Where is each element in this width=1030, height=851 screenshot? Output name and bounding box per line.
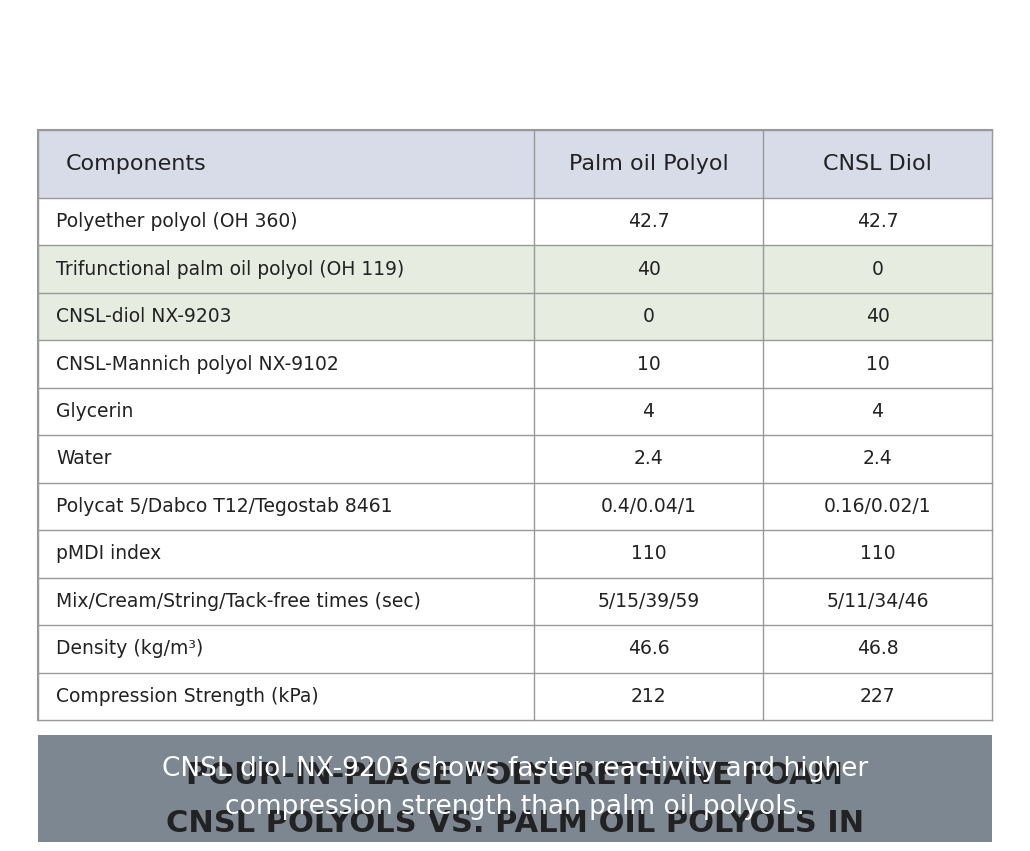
Text: Density (kg/m³): Density (kg/m³) [56,639,203,659]
Text: pMDI index: pMDI index [56,545,162,563]
Text: 46.6: 46.6 [627,639,670,659]
Text: Polycat 5/Dabco T12/Tegostab 8461: Polycat 5/Dabco T12/Tegostab 8461 [56,497,392,516]
Text: POUR-IN-PLACE POLYURETHANE FOAM: POUR-IN-PLACE POLYURETHANE FOAM [186,761,844,790]
Text: 40: 40 [865,307,890,326]
Text: 110: 110 [860,545,895,563]
Bar [38,130,992,198]
Bar [38,672,992,720]
Text: CNSL Diol: CNSL Diol [823,154,932,174]
Bar [38,578,992,625]
Text: 4: 4 [871,402,884,421]
Text: Trifunctional palm oil polyol (OH 119): Trifunctional palm oil polyol (OH 119) [56,260,404,278]
Text: CNSL diol NX-9203 shows faster reactivity and higher
compression strength than p: CNSL diol NX-9203 shows faster reactivit… [162,757,868,820]
Text: Palm oil Polyol: Palm oil Polyol [569,154,728,174]
Text: 2.4: 2.4 [633,449,663,469]
Bar [38,530,992,578]
Text: 2.4: 2.4 [863,449,892,469]
Text: CNSL-diol NX-9203: CNSL-diol NX-9203 [56,307,232,326]
Text: Components: Components [66,154,207,174]
Text: Compression Strength (kPa): Compression Strength (kPa) [56,687,318,705]
Text: 110: 110 [630,545,666,563]
Text: 0.16/0.02/1: 0.16/0.02/1 [824,497,931,516]
Text: 5/15/39/59: 5/15/39/59 [597,591,699,611]
Text: Glycerin: Glycerin [56,402,133,421]
Text: 42.7: 42.7 [857,212,898,231]
Bar [38,198,992,245]
Text: 46.8: 46.8 [857,639,898,659]
Text: 227: 227 [860,687,895,705]
Text: 4: 4 [643,402,654,421]
Bar [38,130,992,720]
Bar [38,245,992,293]
Text: Mix/Cream/String/Tack-free times (sec): Mix/Cream/String/Tack-free times (sec) [56,591,421,611]
Bar [38,435,992,483]
Text: 0: 0 [871,260,884,278]
Bar [38,340,992,388]
Text: 10: 10 [637,355,660,374]
Text: 42.7: 42.7 [627,212,670,231]
Text: CNSL POLYOLS VS. PALM OIL POLYOLS IN: CNSL POLYOLS VS. PALM OIL POLYOLS IN [166,809,864,838]
Text: 0.4/0.04/1: 0.4/0.04/1 [600,497,696,516]
Bar [38,388,992,435]
Text: 40: 40 [637,260,660,278]
Text: Polyether polyol (OH 360): Polyether polyol (OH 360) [56,212,298,231]
Bar [38,293,992,340]
Text: 10: 10 [865,355,889,374]
Bar [38,483,992,530]
Bar [38,735,992,842]
Text: 212: 212 [630,687,666,705]
Text: CNSL-Mannich polyol NX-9102: CNSL-Mannich polyol NX-9102 [56,355,339,374]
Text: Water: Water [56,449,111,469]
Text: 5/11/34/46: 5/11/34/46 [826,591,929,611]
Text: 0: 0 [643,307,654,326]
Bar [38,625,992,672]
